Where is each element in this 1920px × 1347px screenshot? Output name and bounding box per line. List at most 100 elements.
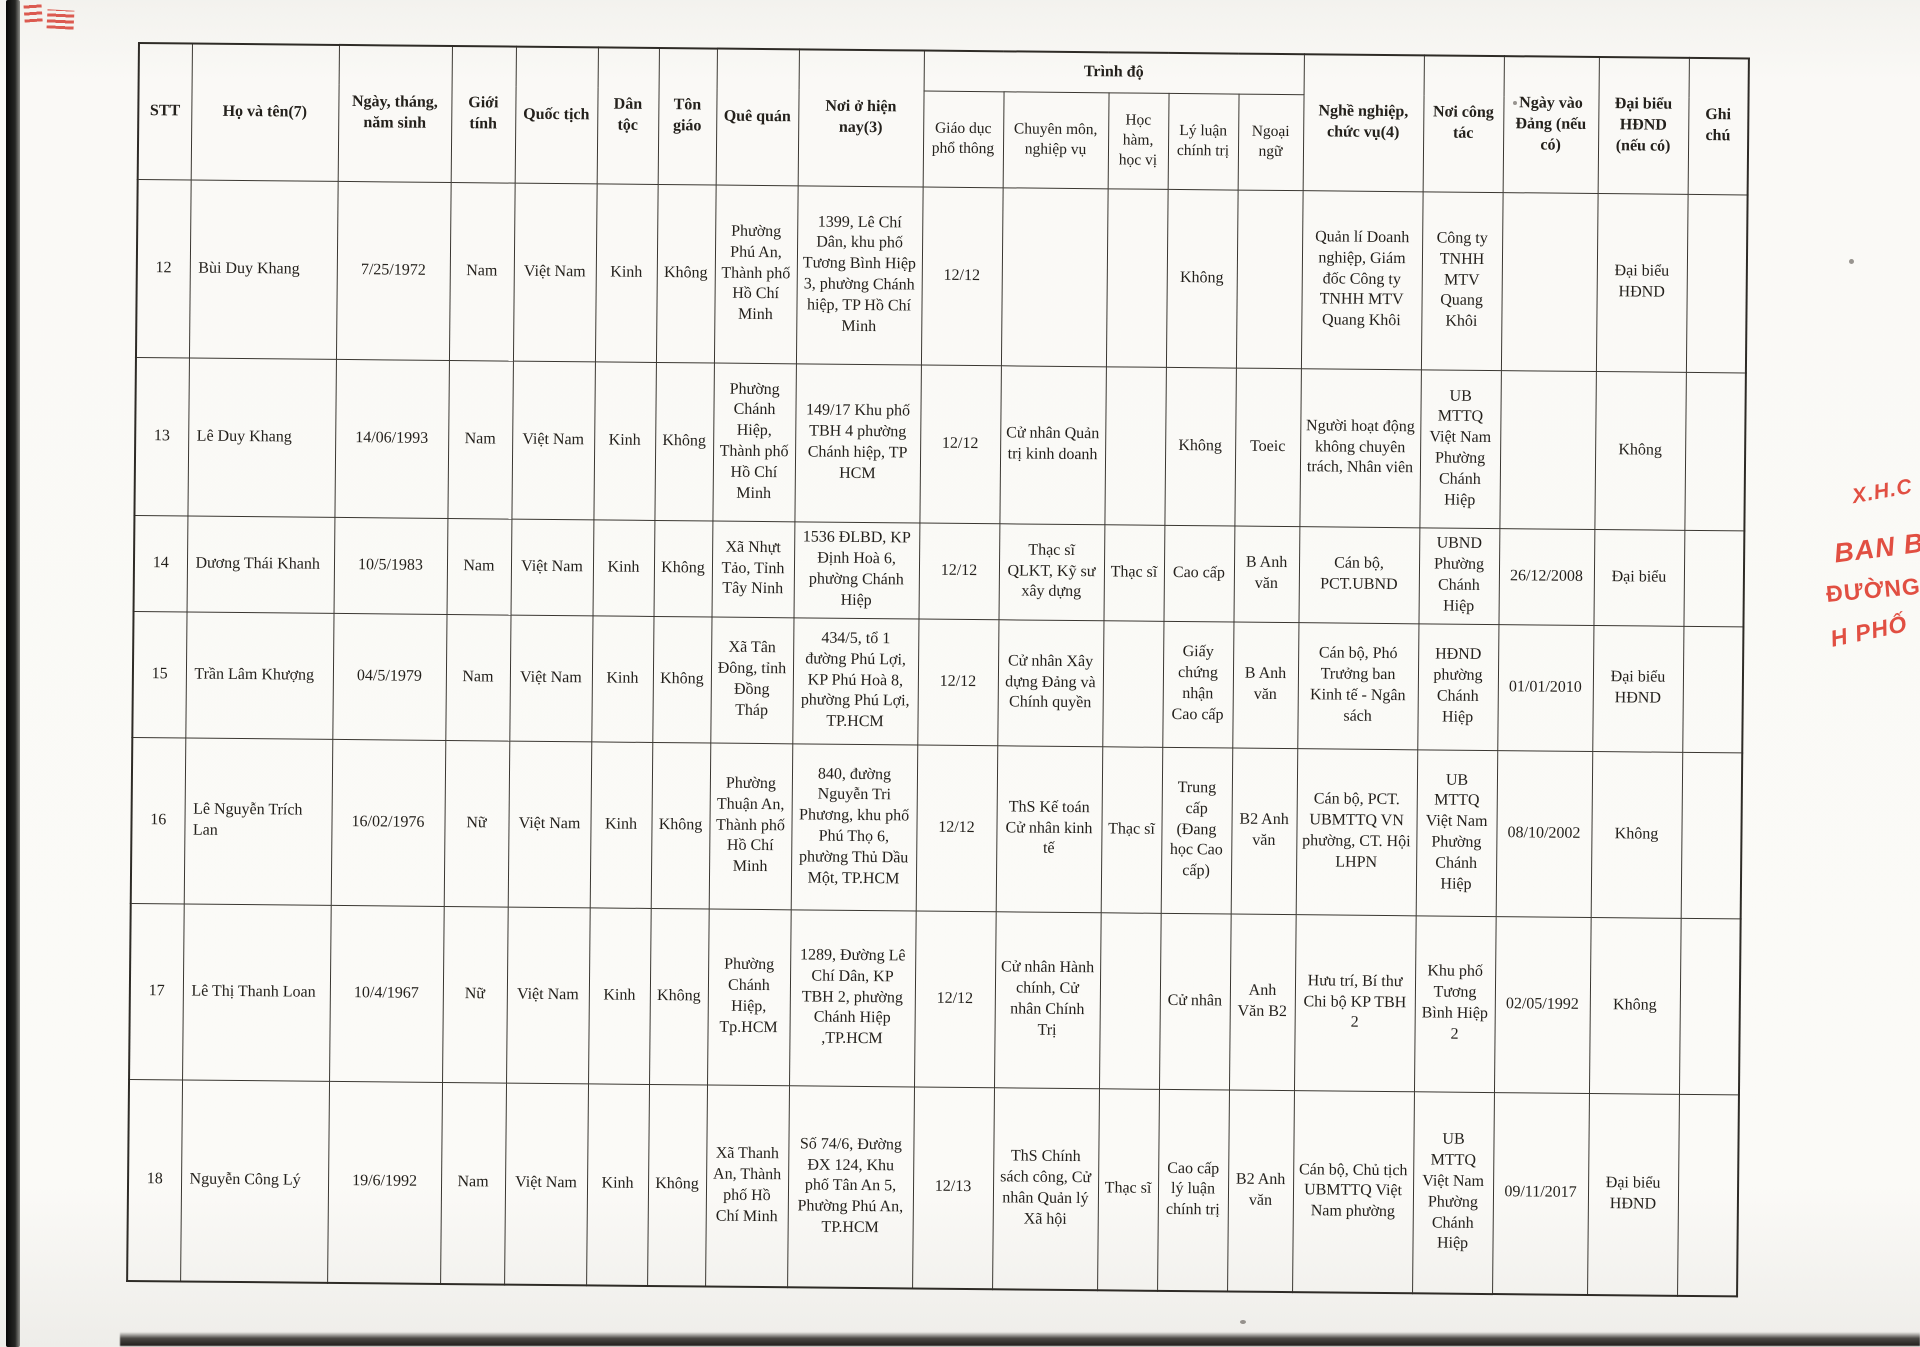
scan-edge-bottom-bar — [120, 1332, 1920, 1346]
cell-degree — [1102, 620, 1164, 747]
cell-ethnicity: Kinh — [588, 907, 651, 1084]
cell-party_date: 09/11/2017 — [1492, 1092, 1590, 1295]
cell-workplace: Công ty TNHH MTV Quang Khôi — [1420, 191, 1503, 371]
cell-gender: Nam — [447, 359, 513, 519]
cell-ethnicity: Kinh — [591, 615, 654, 742]
col-header-stt: STT — [137, 43, 192, 180]
cell-degree: Thạc sĩ — [1097, 1088, 1159, 1291]
scan-speck — [1240, 1320, 1246, 1324]
red-stamp-mark-topleft-1 — [23, 1, 43, 23]
cell-notes — [1682, 625, 1744, 753]
cell-religion: Không — [653, 519, 713, 617]
col-header-academic-degree: Học hàm, học vị — [1107, 92, 1169, 189]
cell-professional: Thạc sĩ QLKT, Kỹ sư xây dựng — [998, 523, 1105, 621]
cell-occupation: Cán bộ, Phó Trưởng ban Kinh tế - Ngân sá… — [1297, 622, 1419, 750]
cell-stt: 18 — [127, 1078, 183, 1282]
table-row: 15 Trần Lâm Khượng 04/5/1979 Nam Việt Nam Kin… — [132, 610, 1744, 753]
col-header-foreign-language: Ngoại ngữ — [1237, 93, 1304, 191]
scan-speck — [1849, 259, 1854, 264]
cell-professional: ThS Kế toán Cử nhân kinh tế — [995, 745, 1103, 913]
cell-hometown: Phường Phú An, Thành phố Hồ Chí Minh — [713, 184, 798, 364]
cell-dob: 10/4/1967 — [329, 904, 444, 1082]
cell-hometown: Xã Tân Đông, tỉnh Đồng Tháp — [710, 616, 794, 744]
cell-stt: 13 — [134, 356, 189, 516]
cell-name: Lê Nguyễn Trích Lan — [183, 737, 333, 905]
cell-religion: Không — [654, 361, 714, 521]
cell-party_date: 26/12/2008 — [1498, 528, 1595, 625]
cell-edu: 12/12 — [915, 744, 998, 912]
cell-name: Dương Thái Khanh — [186, 515, 335, 613]
cell-language: B Anh văn — [1232, 621, 1299, 749]
cell-council: Không — [1589, 916, 1681, 1094]
cell-workplace: UBND Phường Chánh Hiệp — [1418, 527, 1500, 625]
cell-name: Lê Thị Thanh Loan — [182, 903, 331, 1081]
cell-notes — [1677, 1093, 1740, 1297]
cell-occupation: Quản lí Doanh nghiệp, Giám đốc Công ty T… — [1300, 190, 1423, 370]
cell-residence: 149/17 Khu phố TBH 4 phường Chánh hiệp, … — [794, 363, 921, 523]
cell-politics: Không — [1164, 366, 1236, 526]
cell-politics: Cử nhân — [1158, 912, 1231, 1090]
cell-notes — [1680, 751, 1743, 919]
cell-politics: Cao cấp lý luận chính trị — [1157, 1088, 1229, 1292]
cell-nationality: Việt Nam — [512, 182, 597, 362]
cell-council: Không — [1590, 750, 1683, 918]
col-header-religion: Tôn giáo — [657, 48, 717, 185]
table-header: STT Họ và tên(7) Ngày, tháng, năm sinh G… — [137, 43, 1749, 195]
cell-dob: 16/02/1976 — [330, 738, 446, 906]
table-row: 12 Bùi Duy Khang 7/25/1972 Nam Việt Nam Kinh K… — [135, 179, 1748, 373]
table-row: 16 Lê Nguyễn Trích Lan 16/02/1976 Nữ Việt Na… — [130, 736, 1743, 919]
cell-professional: Cử nhân Quản trị kinh doanh — [999, 365, 1106, 525]
cell-dob: 10/5/1983 — [333, 516, 448, 614]
cell-hometown: Xã Nhựt Tảo, Tỉnh Tây Ninh — [711, 520, 795, 618]
cell-professional: Cử nhân Hành chính, Cử nhân Chính Trị — [994, 911, 1101, 1089]
cell-residence: 1536 ĐLBD, KP Định Hoà 6, phường Chánh H… — [793, 521, 920, 619]
cell-hometown: Phường Thuận An, Thành phố Hồ Chí Minh — [708, 742, 793, 910]
col-header-party-date: Ngày vào Đảng (nếu có) — [1502, 56, 1599, 194]
cell-nationality: Việt Nam — [507, 740, 592, 908]
cell-council: Đại biểu HĐND — [1587, 1092, 1680, 1296]
cell-language: Toeic — [1234, 367, 1301, 527]
cell-language: B Anh văn — [1233, 525, 1300, 623]
cell-workplace: UB MTTQ Việt Nam Phường Chánh Hiệp — [1412, 1091, 1495, 1295]
col-header-nationality: Quốc tịch — [514, 46, 598, 184]
cell-professional: ThS Chính sách công, Cử nhân Quản lý Xã … — [992, 1087, 1100, 1291]
stamp-text-fragment: X.H.C — [1850, 474, 1915, 509]
col-header-general-education: Giáo dục phổ thông — [922, 90, 1004, 188]
cell-occupation: Hưu trí, Bí thư Chi bộ KP TBH 2 — [1294, 914, 1416, 1092]
cell-dob: 14/06/1993 — [334, 358, 449, 518]
col-header-gender: Giới tính — [450, 46, 516, 183]
cell-dob: 19/6/1992 — [327, 1080, 443, 1284]
cell-degree: Thạc sĩ — [1103, 524, 1165, 621]
cell-ethnicity: Kinh — [592, 519, 655, 616]
table-row: 14 Dương Thái Khanh 10/5/1983 Nam Việt Nam Ki… — [133, 514, 1745, 627]
cell-party_date — [1499, 370, 1596, 530]
cell-name: Bùi Duy Khang — [188, 179, 338, 359]
cell-edu: 12/12 — [920, 186, 1003, 366]
cell-workplace: HĐND phường Chánh Hiệp — [1417, 623, 1499, 751]
cell-council: Đại biểu HĐND — [1595, 193, 1688, 372]
col-header-professional: Chuyên môn, nghiệp vụ — [1002, 91, 1109, 189]
cell-council: Đại biểu HĐND — [1592, 624, 1684, 752]
cell-hometown: Phường Chánh Hiệp, Tp.HCM — [707, 908, 791, 1086]
cell-name: Nguyễn Công Lý — [180, 1079, 330, 1283]
cell-professional — [1000, 187, 1108, 367]
col-header-council: Đại biểu HĐND (nếu có) — [1597, 57, 1689, 194]
cell-name: Trần Lâm Khượng — [185, 611, 334, 739]
col-header-workplace: Nơi công tác — [1422, 55, 1504, 193]
cell-party_date: 01/01/2010 — [1497, 624, 1594, 751]
cell-gender: Nữ — [442, 905, 508, 1083]
cell-residence: Số 74/6, Đường ĐX 124, Khu phố Tân An 5,… — [787, 1085, 915, 1289]
cell-council: Không — [1594, 371, 1686, 530]
scan-speck — [1513, 101, 1517, 105]
cell-politics: Không — [1165, 188, 1238, 368]
red-stamp-mark-topleft-2 — [46, 9, 75, 30]
cell-politics: Giấy chứng nhận Cao cấp — [1162, 620, 1234, 748]
cell-occupation: Cán bộ, PCT. UBMTTQ VN phường, CT. Hội L… — [1295, 748, 1418, 916]
cell-politics: Trung cấp (Đang học Cao cấp) — [1160, 746, 1233, 914]
cell-language: B2 Anh văn — [1227, 1089, 1295, 1293]
cell-ethnicity: Kinh — [589, 741, 653, 908]
cell-nationality: Việt Nam — [510, 518, 594, 616]
cell-party_date — [1500, 192, 1598, 372]
cell-name: Lê Duy Khang — [187, 357, 336, 517]
cell-gender: Nam — [445, 613, 511, 741]
